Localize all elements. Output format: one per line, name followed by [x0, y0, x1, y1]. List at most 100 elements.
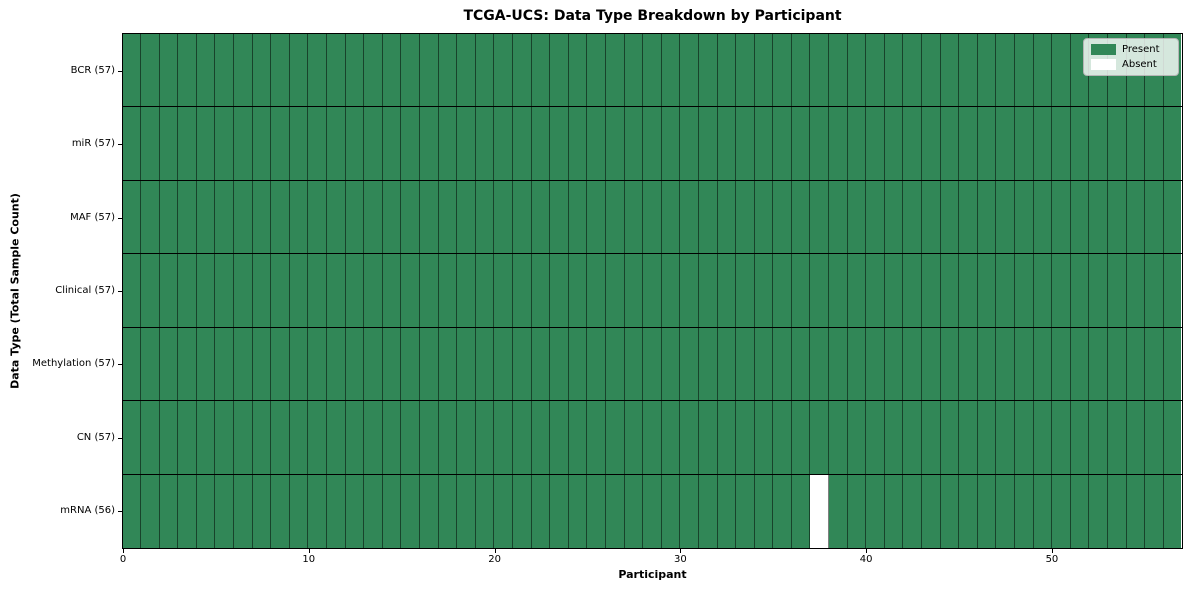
heatmap-cell-present: [643, 401, 662, 474]
heatmap-cell-present: [940, 327, 960, 401]
heatmap-cell-present: [308, 180, 328, 254]
heatmap-cell-present: [624, 327, 644, 401]
heatmap-cell-present: [494, 107, 513, 180]
heatmap-cell-present: [531, 401, 551, 474]
heatmap-cell-present: [196, 401, 216, 474]
heatmap-cell-present: [884, 474, 904, 548]
heatmap-cell-present: [1126, 474, 1146, 548]
heatmap-cell-present: [141, 33, 160, 107]
heatmap-cell-present: [959, 401, 978, 474]
heatmap-cell-present: [159, 401, 179, 474]
heatmap-cell-present: [196, 180, 216, 254]
heatmap-cell-present: [1163, 180, 1182, 254]
heatmap-cell-present: [1070, 474, 1090, 548]
heatmap-cell-present: [531, 33, 551, 107]
heatmap-row: [122, 254, 1182, 328]
heatmap-cell-present: [773, 474, 792, 548]
heatmap-cell-present: [773, 107, 792, 180]
heatmap-cell-present: [382, 401, 402, 474]
heatmap-cell-present: [959, 254, 978, 327]
heatmap-cell-present: [773, 33, 792, 107]
heatmap-cell-present: [996, 254, 1015, 327]
heatmap-cell-present: [438, 180, 458, 254]
y-tick-mark: [118, 364, 123, 366]
heatmap-cell-present: [903, 107, 923, 180]
heatmap-cell-present: [382, 327, 402, 401]
y-tick-mark: [118, 217, 123, 219]
heatmap-cell-present: [977, 107, 997, 180]
heatmap-cell-present: [1145, 474, 1164, 548]
heatmap-cell-present: [1052, 401, 1071, 474]
y-tick-mark: [118, 70, 123, 72]
heatmap-cell-present: [568, 254, 588, 327]
heatmap-cell-present: [847, 254, 867, 327]
x-axis-label: Participant: [618, 568, 687, 581]
heatmap-cell-present: [401, 474, 420, 548]
legend-entry-present: Present: [1091, 44, 1171, 55]
heatmap-cell-present: [829, 327, 848, 401]
heatmap-row: [122, 401, 1182, 475]
heatmap-cell-present: [364, 327, 383, 401]
heatmap-cell-present: [884, 33, 904, 107]
heatmap-cell-present: [698, 107, 718, 180]
x-tick-mark: [308, 549, 310, 553]
heatmap-cell-present: [494, 474, 513, 548]
heatmap-cell-present: [215, 180, 235, 254]
heatmap-cell-present: [624, 474, 644, 548]
heatmap-cell-present: [903, 327, 923, 401]
heatmap-cell-present: [457, 33, 476, 107]
heatmap-cell-present: [736, 401, 755, 474]
heatmap-cell-present: [252, 254, 272, 327]
heatmap-cell-present: [810, 254, 830, 327]
heatmap-cell-present: [1089, 474, 1108, 548]
heatmap-cell-present: [271, 327, 290, 401]
heatmap-cell-present: [234, 327, 253, 401]
heatmap-cell-present: [327, 180, 346, 254]
heatmap-cell-present: [996, 327, 1015, 401]
heatmap-cell-present: [475, 180, 495, 254]
heatmap-row: [122, 180, 1182, 255]
heatmap-cell-present: [977, 33, 997, 107]
heatmap-cell-present: [661, 401, 681, 474]
heatmap-cell-present: [420, 254, 439, 327]
heatmap-cell-present: [1163, 254, 1182, 327]
heatmap-cell-present: [234, 254, 253, 327]
heatmap-cell-present: [996, 107, 1015, 180]
heatmap-cell-present: [922, 474, 941, 548]
heatmap-cell-present: [289, 254, 309, 327]
heatmap-cell-present: [159, 33, 179, 107]
heatmap-cell-present: [234, 180, 253, 254]
heatmap-cell-present: [1163, 107, 1182, 180]
heatmap-cell-present: [308, 33, 328, 107]
heatmap-cell-present: [773, 180, 792, 254]
heatmap-cell-present: [141, 180, 160, 254]
legend: Present Absent: [1083, 38, 1179, 76]
heatmap-cell-present: [494, 401, 513, 474]
y-tick-label: CN (57): [76, 431, 115, 443]
heatmap-cell-present: [717, 107, 737, 180]
heatmap-cell-present: [1052, 327, 1071, 401]
heatmap-cell-present: [587, 180, 606, 254]
heatmap-cell-present: [512, 254, 532, 327]
heatmap-cell-present: [531, 474, 551, 548]
heatmap-cell-present: [159, 474, 179, 548]
heatmap-cell-present: [866, 474, 885, 548]
heatmap-row: [122, 327, 1182, 402]
heatmap-cell-present: [364, 254, 383, 327]
heatmap-cell-present: [1107, 180, 1127, 254]
heatmap-cell-present: [401, 327, 420, 401]
x-tick-label: 30: [673, 554, 687, 565]
x-tick-label: 50: [1045, 554, 1059, 565]
heatmap-cell-present: [736, 254, 755, 327]
heatmap-cell-present: [494, 33, 513, 107]
heatmap-cell-present: [922, 107, 941, 180]
heatmap-cell-present: [866, 180, 885, 254]
heatmap-cell-present: [587, 327, 606, 401]
heatmap-cell-present: [922, 33, 941, 107]
heatmap-cell-present: [289, 33, 309, 107]
heatmap-cell-present: [494, 327, 513, 401]
heatmap-cell-present: [420, 33, 439, 107]
heatmap-cell-present: [382, 180, 402, 254]
heatmap-cell-present: [215, 33, 235, 107]
heatmap-cell-present: [196, 33, 216, 107]
